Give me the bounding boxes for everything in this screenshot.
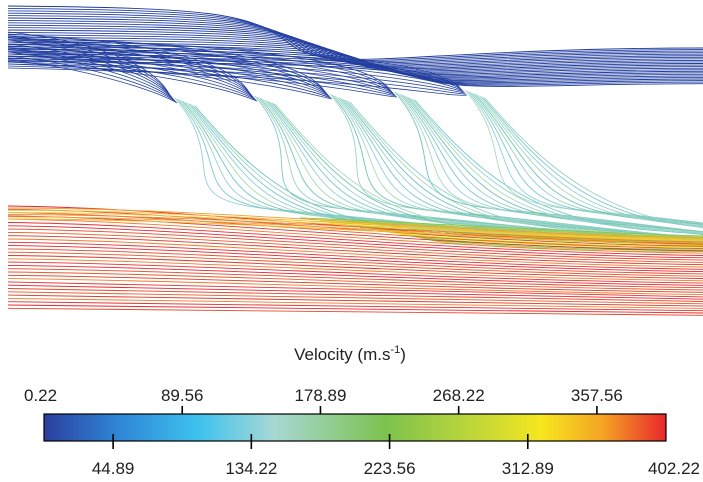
legend-top-tick-label: 357.56 <box>571 386 623 405</box>
upper-streamline <box>7 59 332 99</box>
jet-streamline <box>407 96 703 241</box>
streamline-plot <box>7 5 703 316</box>
upper-streamline <box>7 45 393 93</box>
lower-streamline <box>7 245 703 273</box>
lower-streamline <box>7 288 703 302</box>
lower-streamline <box>7 297 703 309</box>
jet-streamline <box>484 97 703 243</box>
lower-streamline <box>7 271 703 291</box>
upper-streamline <box>7 39 461 89</box>
upper-streamline <box>7 59 466 94</box>
upper-streamline <box>7 33 251 95</box>
jet-streamline <box>179 99 703 239</box>
jet-streamline <box>347 100 703 242</box>
lower-streamline <box>7 228 703 261</box>
upper-streamline <box>7 63 467 95</box>
lower-streamline <box>7 211 703 242</box>
legend-top-tick-label: 89.56 <box>161 386 204 405</box>
legend-top-tick-label: 268.22 <box>433 386 485 405</box>
diagonal-jet-streamlines <box>174 89 703 253</box>
lower-streamline <box>7 261 703 284</box>
legend-bottom-tick-label: 223.56 <box>364 459 416 478</box>
jet-streamline <box>349 101 703 243</box>
lower-streamline <box>7 258 703 282</box>
lower-streamline <box>7 215 703 252</box>
lower-streamline <box>7 218 703 254</box>
legend-bottom-tick-label: 402.22 <box>648 459 700 478</box>
upper-streamline <box>7 12 703 64</box>
lower-streamline <box>7 304 703 314</box>
lower-streamline <box>7 231 703 263</box>
jet-streamline <box>469 91 703 239</box>
velocity-legend: Velocity (m.s-1) 0.22 89.56 178.89 268.22 35… <box>24 344 700 478</box>
lower-streamline <box>7 278 703 296</box>
legend-bottom-ticks: 44.89 134.22 223.56 312.89 402.22 <box>92 434 700 478</box>
upper-streamline <box>7 63 333 100</box>
upper-streamline <box>7 51 330 97</box>
upper-streamline <box>7 55 465 93</box>
jet-streamline <box>464 89 703 237</box>
lower-streamline <box>7 274 703 293</box>
legend-bottom-tick-label: 312.89 <box>502 459 554 478</box>
upper-streamline <box>7 37 391 91</box>
lower-streamline <box>7 207 703 239</box>
upper-streamline <box>7 22 703 68</box>
upper-streamline <box>7 5 703 60</box>
upper-streamline <box>7 47 329 96</box>
upper-streamline <box>7 67 468 96</box>
legend-bottom-tick-label: 134.22 <box>225 459 277 478</box>
colorbar <box>43 413 667 442</box>
legend-bottom-tick-label: 44.89 <box>92 459 135 478</box>
lower-streamline <box>7 214 703 243</box>
lower-streamline <box>7 255 703 279</box>
lower-streamline <box>7 222 703 256</box>
upper-streamline <box>7 65 398 98</box>
upper-streamline <box>7 43 462 90</box>
lower-streamline <box>7 294 703 307</box>
lower-streamline <box>7 307 703 316</box>
legend-title: Velocity (m.s-1) <box>294 344 406 364</box>
jet-streamline <box>344 99 703 242</box>
legend-top-tick-label: 178.89 <box>294 386 346 405</box>
jet-streamline <box>414 99 703 243</box>
jet-streamline <box>479 95 703 242</box>
lower-streamline <box>7 268 703 289</box>
upper-streamline <box>7 43 328 95</box>
lower-streamline <box>7 218 703 246</box>
jet-streamline <box>482 96 703 242</box>
legend-top-tick-label: 0.22 <box>24 386 57 405</box>
upper-streamline <box>7 55 331 98</box>
lower-streamline <box>7 235 703 266</box>
legend-top-ticks: 0.22 89.56 178.89 268.22 357.56 <box>24 386 623 421</box>
lower-streamline <box>7 291 703 305</box>
lower-red-streamlines <box>7 205 703 316</box>
mixing-streamline <box>299 217 703 237</box>
upper-streamline <box>7 51 464 92</box>
lower-streamline <box>7 241 703 270</box>
lower-streamline <box>7 301 703 312</box>
jet-streamline <box>412 98 703 242</box>
upper-streamline <box>7 60 703 87</box>
jet-streamline <box>467 90 703 238</box>
lower-streamline <box>7 225 703 259</box>
upper-streamline <box>7 17 703 66</box>
upper-streamline <box>7 27 703 71</box>
lower-streamline <box>7 238 703 268</box>
upper-streamline <box>7 47 463 91</box>
lower-streamline <box>7 248 703 275</box>
lower-streamline <box>7 216 703 245</box>
lower-streamline <box>7 251 703 277</box>
mixing-streamline <box>309 219 703 238</box>
lower-streamline <box>7 212 703 250</box>
lower-streamline <box>7 209 703 240</box>
mixing-streamline <box>389 231 703 248</box>
jet-streamline <box>477 94 703 241</box>
lower-streamline <box>7 264 703 286</box>
upper-blue-streamlines <box>7 5 703 104</box>
